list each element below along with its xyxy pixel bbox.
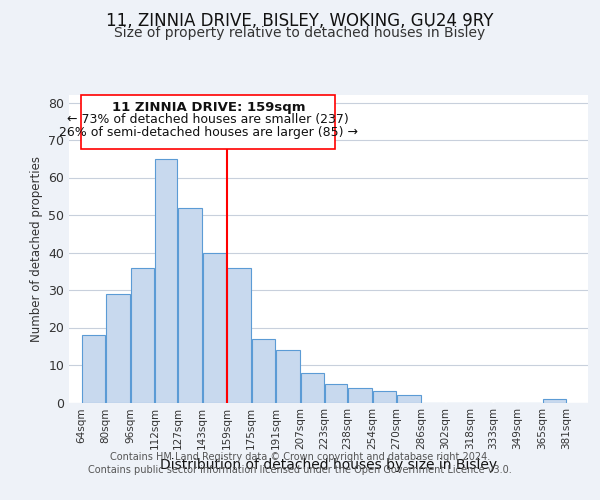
Text: ← 73% of detached houses are smaller (237): ← 73% of detached houses are smaller (23…	[67, 113, 349, 126]
Bar	[542, 399, 566, 402]
Bar	[397, 395, 421, 402]
Bar	[155, 159, 177, 402]
Bar	[131, 268, 154, 402]
Bar	[82, 335, 105, 402]
Y-axis label: Number of detached properties: Number of detached properties	[29, 156, 43, 342]
Bar	[106, 294, 130, 403]
Bar	[276, 350, 299, 403]
Bar	[348, 388, 371, 402]
Text: Size of property relative to detached houses in Bisley: Size of property relative to detached ho…	[115, 26, 485, 40]
Bar	[203, 252, 226, 402]
Bar	[227, 268, 251, 402]
Text: 11 ZINNIA DRIVE: 159sqm: 11 ZINNIA DRIVE: 159sqm	[112, 100, 305, 114]
Bar	[81, 95, 335, 150]
Bar	[178, 208, 202, 402]
Text: Contains public sector information licensed under the Open Government Licence v3: Contains public sector information licen…	[88, 465, 512, 475]
Bar	[373, 391, 396, 402]
X-axis label: Distribution of detached houses by size in Bisley: Distribution of detached houses by size …	[160, 458, 497, 472]
Text: Contains HM Land Registry data © Crown copyright and database right 2024.: Contains HM Land Registry data © Crown c…	[110, 452, 490, 462]
Text: 11, ZINNIA DRIVE, BISLEY, WOKING, GU24 9RY: 11, ZINNIA DRIVE, BISLEY, WOKING, GU24 9…	[106, 12, 494, 30]
Text: 26% of semi-detached houses are larger (85) →: 26% of semi-detached houses are larger (…	[59, 126, 358, 138]
Bar	[252, 339, 275, 402]
Bar	[325, 384, 347, 402]
Bar	[301, 372, 324, 402]
